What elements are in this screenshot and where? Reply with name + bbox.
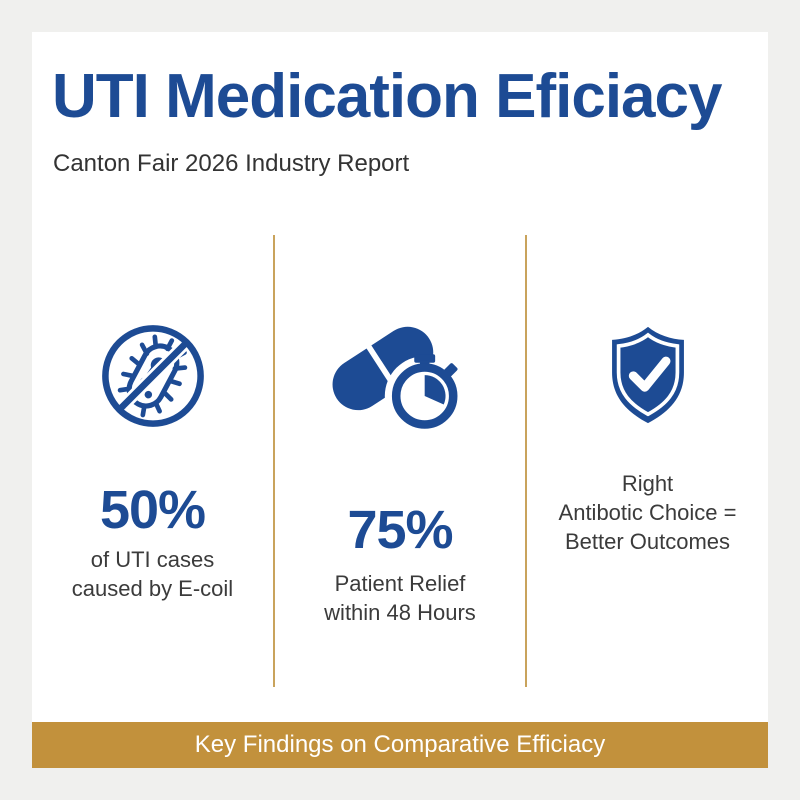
stat-description-line: Right: [621, 471, 674, 496]
column-divider-left: [273, 235, 275, 687]
stat-column-relief: 75% Patient Relief within 48 Hours: [275, 232, 525, 688]
stat-description-line: Better Outcomes: [564, 529, 731, 554]
stat-description-relief: Patient Relief within 48 Hours: [275, 569, 525, 627]
stat-description-line: within 48 Hours: [324, 600, 476, 625]
page-title: UTI Medication Eficiacy: [52, 62, 723, 131]
stat-value-relief: 75%: [347, 500, 453, 560]
stat-description-line: of UTI cases: [90, 547, 215, 572]
page-subtitle: Canton Fair 2026 Industry Report: [53, 150, 410, 177]
stat-description-line: caused by E-coil: [71, 576, 234, 601]
infographic-card: UTI Medication Eficiacy Canton Fair 2026…: [32, 32, 768, 768]
shield-check-icon: [599, 321, 697, 434]
column-divider-right: [525, 235, 527, 687]
no-bacteria-icon: [97, 320, 209, 437]
stat-description-choice: Right Antibotic Choice = Better Outcomes: [527, 469, 768, 556]
stat-column-ecoli: 50% of UTI cases caused by E-coil: [32, 232, 273, 688]
footer-banner: Key Findings on Comparative Efficiacy: [32, 722, 768, 768]
footer-banner-label: Key Findings on Comparative Efficiacy: [194, 731, 606, 758]
stat-description-line: Antibotic Choice =: [558, 500, 737, 525]
stat-description-line: Patient Relief: [334, 571, 466, 596]
stat-column-choice: Right Antibotic Choice = Better Outcomes: [527, 232, 768, 688]
pill-stopwatch-icon: [324, 316, 476, 443]
stat-value-ecoli: 50%: [99, 480, 206, 540]
stat-description-ecoli: of UTI cases caused by E-coil: [32, 545, 273, 603]
